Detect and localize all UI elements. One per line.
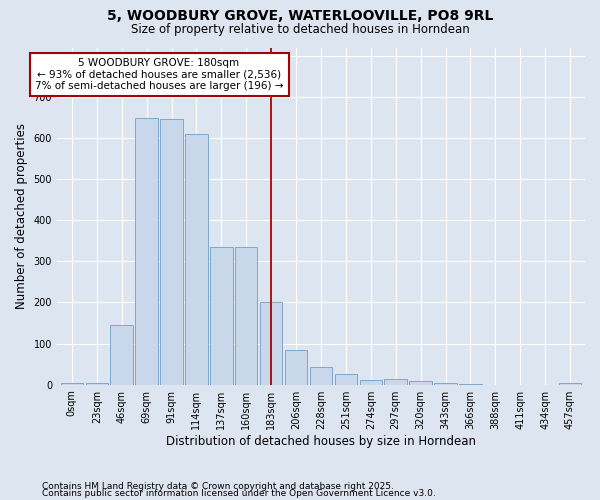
Text: Contains public sector information licensed under the Open Government Licence v3: Contains public sector information licen… [42,490,436,498]
Bar [385,379,407,384]
Bar [160,120,183,384]
Bar [359,380,382,384]
Bar [335,374,357,384]
Bar [285,350,307,384]
Text: 5, WOODBURY GROVE, WATERLOOVILLE, PO8 9RL: 5, WOODBURY GROVE, WATERLOOVILLE, PO8 9R… [107,9,493,23]
Bar [409,380,432,384]
Bar [210,247,233,384]
Bar [86,382,108,384]
Bar [434,382,457,384]
Bar [235,247,257,384]
Text: Contains HM Land Registry data © Crown copyright and database right 2025.: Contains HM Land Registry data © Crown c… [42,482,394,491]
Bar [136,118,158,384]
Bar [61,382,83,384]
X-axis label: Distribution of detached houses by size in Horndean: Distribution of detached houses by size … [166,434,476,448]
Text: Size of property relative to detached houses in Horndean: Size of property relative to detached ho… [131,23,469,36]
Bar [260,302,283,384]
Bar [559,382,581,384]
Bar [110,325,133,384]
Bar [310,368,332,384]
Text: 5 WOODBURY GROVE: 180sqm
← 93% of detached houses are smaller (2,536)
7% of semi: 5 WOODBURY GROVE: 180sqm ← 93% of detach… [35,58,283,91]
Y-axis label: Number of detached properties: Number of detached properties [15,123,28,309]
Bar [185,134,208,384]
